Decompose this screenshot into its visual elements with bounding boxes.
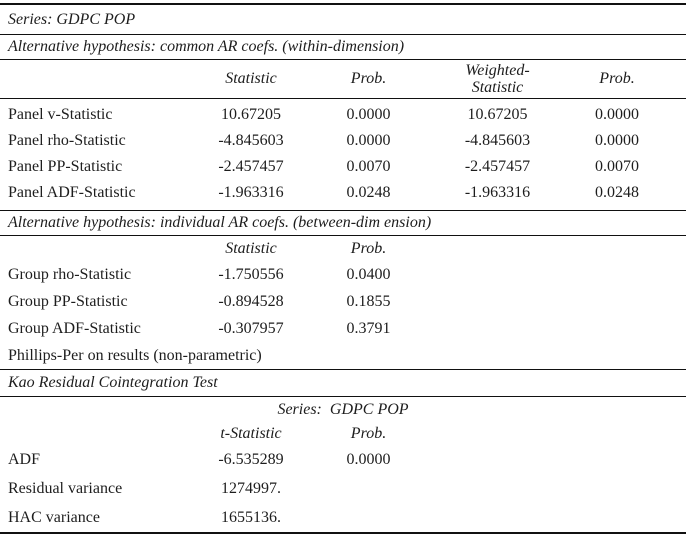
divider [0,34,686,35]
divider [0,396,686,397]
row-label: Group ADF-Statistic [8,319,141,337]
header-prob: Prob. [350,239,387,257]
cell-t-statistic: -6.535289 [218,451,284,468]
phillips-note: Phillips-Per on results (non-parametric) [8,346,262,364]
row-label: Panel ADF-Statistic [8,184,136,201]
row-label: Group rho-Statistic [8,265,132,283]
cell-weighted-prob: 0.0000 [595,132,639,149]
table-row: Group ADF-Statistic -0.307957 0.3791 [0,315,686,342]
divider [0,210,686,211]
row-label: ADF [8,451,41,468]
cell-weighted-prob: 0.0248 [595,184,639,201]
cell-weighted-statistic: 10.67205 [467,106,528,123]
header-prob: Prob. [350,70,387,87]
table-row: Residual variance 1274997. [0,474,686,504]
header-t-statistic: t-Statistic [220,425,282,442]
cell-prob: 0.0000 [346,106,391,123]
cell-prob: 0.0000 [346,451,391,468]
within-rows: Panel v-Statistic 10.67205 0.0000 10.672… [0,99,686,210]
table-row: Group PP-Statistic -0.894528 0.1855 [0,288,686,315]
cell-prob: 0.0400 [346,265,391,283]
cell-prob: 0.0248 [346,184,391,201]
kao-series-title: Series: GDPC POP [277,400,409,418]
cell-statistic: -1.750556 [218,265,284,283]
within-dimension-title: Alternative hypothesis: common AR coefs.… [8,38,405,55]
cell-t-statistic: 1274997. [221,480,281,497]
header-weighted-prob: Prob. [599,70,635,87]
cell-statistic: -0.894528 [218,292,284,310]
cell-weighted-statistic: -2.457457 [464,158,531,175]
kao-header-row: t-Statistic Prob. [0,422,686,446]
cell-prob: 0.3791 [346,319,391,337]
table-row: Group rho-Statistic -1.750556 0.0400 [0,261,686,288]
within-header-row: Statistic Prob. Weighted- Statistic Prob… [0,60,686,98]
table-row: Panel v-Statistic 10.67205 0.0000 10.672… [0,102,686,128]
table-row: Panel PP-Statistic -2.457457 0.0070 -2.4… [0,154,686,180]
header-statistic: Statistic [225,70,277,87]
cell-statistic: -0.307957 [218,319,284,337]
cell-statistic: -1.963316 [218,184,284,201]
between-header-row: Statistic Prob. [0,236,686,261]
header-weighted-statistic: Weighted- Statistic [415,62,580,96]
divider [0,59,686,60]
bottom-rule [0,532,686,534]
series-title: Series: GDPC POP [8,10,136,28]
divider [0,98,686,99]
cell-statistic: 10.67205 [221,106,281,123]
row-label: Group PP-Statistic [8,292,128,310]
between-rows: Group rho-Statistic -1.750556 0.0400 Gro… [0,261,686,342]
kao-test-title: Kao Residual Cointegration Test [8,374,218,391]
header-prob: Prob. [350,425,387,442]
header-statistic: Statistic [225,239,277,257]
row-label: Panel v-Statistic [8,106,113,123]
cell-weighted-statistic: -4.845603 [464,132,531,149]
header-weighted-line2: Statistic [471,79,524,96]
row-label: Panel rho-Statistic [8,132,126,149]
table-row: ADF -6.535289 0.0000 [0,446,686,474]
cell-prob: 0.0000 [346,132,391,149]
cell-weighted-prob: 0.0000 [595,106,639,123]
cell-statistic: -2.457457 [218,158,284,175]
header-weighted-line1: Weighted- [465,62,530,79]
divider [0,235,686,236]
cell-t-statistic: 1655136. [221,509,281,526]
between-dimension-title: Alternative hypothesis: individual AR co… [8,214,432,231]
table-row: HAC variance 1655136. [0,504,686,532]
row-label: HAC variance [8,509,100,526]
cell-prob: 0.0070 [346,158,391,175]
divider [0,369,686,370]
table-row: Panel rho-Statistic -4.845603 0.0000 -4.… [0,128,686,154]
top-rule [0,3,686,5]
cell-statistic: -4.845603 [218,132,284,149]
table-row: Panel ADF-Statistic -1.963316 0.0248 -1.… [0,180,686,206]
kao-rows: ADF -6.535289 0.0000 Residual variance 1… [0,446,686,532]
cell-prob: 0.1855 [346,292,391,310]
row-label: Panel PP-Statistic [8,158,123,175]
cell-weighted-prob: 0.0070 [595,158,639,175]
row-label: Residual variance [8,480,123,497]
cell-weighted-statistic: -1.963316 [464,184,531,201]
